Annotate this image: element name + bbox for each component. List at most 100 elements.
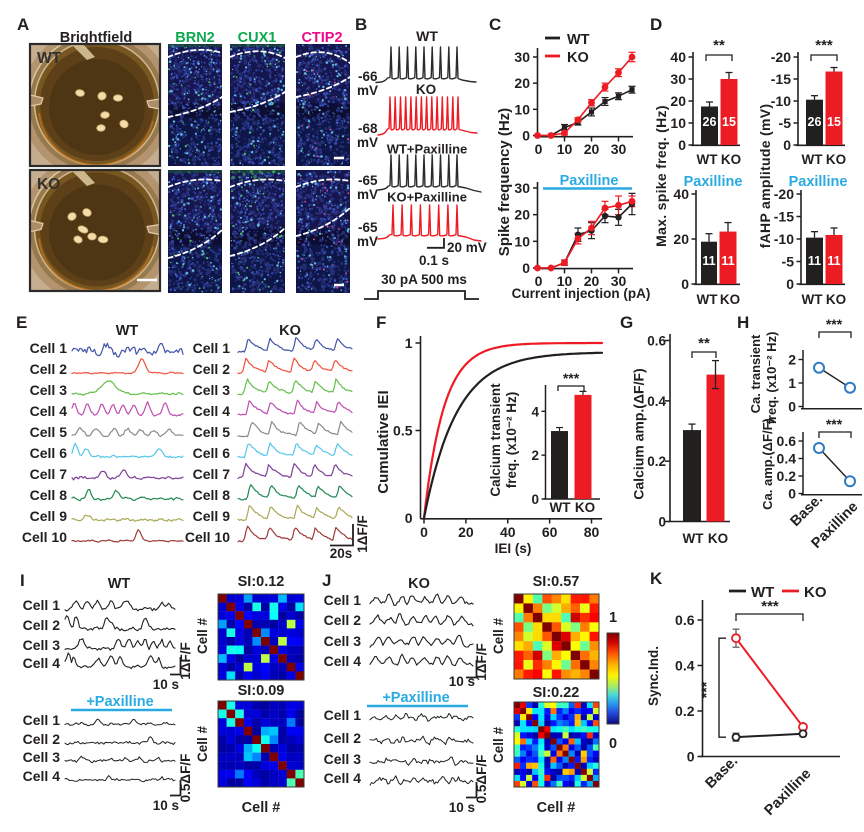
svg-text:26: 26 xyxy=(703,115,717,129)
svg-text:mV: mV xyxy=(357,187,378,202)
svg-text:Cell 1: Cell 1 xyxy=(23,712,61,728)
svg-text:Cell #: Cell # xyxy=(242,800,281,816)
svg-text:-10: -10 xyxy=(774,231,794,247)
svg-text:Cell 1: Cell 1 xyxy=(324,707,362,723)
svg-text:10 s: 10 s xyxy=(153,677,179,692)
svg-text:Cell #: Cell # xyxy=(195,726,210,763)
svg-text:0.2: 0.2 xyxy=(777,468,797,484)
svg-text:-5: -5 xyxy=(779,115,792,131)
svg-text:WT: WT xyxy=(697,292,719,307)
svg-text:0.2: 0.2 xyxy=(647,454,666,469)
svg-text:J: J xyxy=(322,571,331,590)
svg-text:Cell 10: Cell 10 xyxy=(22,529,67,545)
svg-text:Cell 2: Cell 2 xyxy=(324,612,362,628)
svg-text:1ΔF/F: 1ΔF/F xyxy=(474,643,489,680)
svg-text:Cell 4: Cell 4 xyxy=(30,403,68,419)
svg-text:Calcium amp.(ΔF/F): Calcium amp.(ΔF/F) xyxy=(631,368,647,499)
svg-text:***: *** xyxy=(815,37,833,54)
svg-text:Cell 8: Cell 8 xyxy=(193,487,231,503)
svg-text:WT: WT xyxy=(802,292,824,307)
svg-text:G: G xyxy=(620,313,633,332)
svg-text:Cell 2: Cell 2 xyxy=(23,731,61,747)
svg-text:Cell 5: Cell 5 xyxy=(30,424,68,440)
svg-text:10: 10 xyxy=(514,233,530,249)
svg-text:WT: WT xyxy=(550,500,572,515)
svg-text:A: A xyxy=(17,15,29,34)
svg-text:20: 20 xyxy=(514,75,530,91)
svg-text:**: ** xyxy=(698,335,710,352)
svg-text:0: 0 xyxy=(678,137,686,153)
svg-text:0.4: 0.4 xyxy=(647,394,666,409)
svg-text:Cell 3: Cell 3 xyxy=(23,637,61,653)
svg-text:D: D xyxy=(650,15,662,34)
svg-text:SI:0.12: SI:0.12 xyxy=(238,574,285,590)
svg-text:WT: WT xyxy=(697,152,719,167)
svg-text:I: I xyxy=(20,571,25,590)
svg-text:mV: mV xyxy=(357,135,378,150)
svg-text:0: 0 xyxy=(788,399,796,415)
svg-text:0.1 s: 0.1 s xyxy=(419,253,449,268)
svg-text:Cell 4: Cell 4 xyxy=(23,655,61,671)
svg-text:10 s: 10 s xyxy=(449,800,475,815)
svg-text:-15: -15 xyxy=(774,209,794,225)
svg-text:CTIP2: CTIP2 xyxy=(301,30,342,46)
svg-text:SI:0.09: SI:0.09 xyxy=(238,683,285,699)
svg-text:C: C xyxy=(489,15,501,34)
svg-text:Ca. transient: Ca. transient xyxy=(748,334,763,413)
svg-text:E: E xyxy=(16,313,27,332)
svg-text:freq. (x10⁻² Hz): freq. (x10⁻² Hz) xyxy=(764,332,779,425)
svg-text:Paxilline: Paxilline xyxy=(684,174,743,190)
svg-text:10 s: 10 s xyxy=(449,674,475,689)
svg-text:-65: -65 xyxy=(358,173,378,188)
svg-text:Cell 9: Cell 9 xyxy=(30,508,68,524)
svg-text:0: 0 xyxy=(535,273,543,289)
svg-text:Cell 9: Cell 9 xyxy=(193,508,231,524)
svg-text:0.5: 0.5 xyxy=(393,423,413,439)
svg-text:80: 80 xyxy=(584,524,600,540)
svg-text:Cell 6: Cell 6 xyxy=(193,445,231,461)
svg-text:30: 30 xyxy=(514,49,530,65)
svg-text:WT: WT xyxy=(116,323,139,339)
svg-text:11: 11 xyxy=(702,254,715,268)
svg-text:15: 15 xyxy=(722,115,736,129)
svg-text:60: 60 xyxy=(542,524,558,540)
svg-text:WT: WT xyxy=(683,531,705,546)
svg-text:0: 0 xyxy=(522,260,530,276)
svg-text:**: ** xyxy=(713,37,725,54)
svg-text:Cell 4: Cell 4 xyxy=(193,403,231,419)
svg-text:1: 1 xyxy=(405,335,413,351)
svg-text:30 pA 500 ms: 30 pA 500 ms xyxy=(381,272,467,287)
svg-text:10: 10 xyxy=(514,101,530,117)
svg-text:20: 20 xyxy=(458,524,474,540)
svg-text:Cell 2: Cell 2 xyxy=(23,617,61,633)
svg-text:0.4: 0.4 xyxy=(777,451,797,467)
svg-text:20: 20 xyxy=(673,231,689,247)
svg-text:Cell 3: Cell 3 xyxy=(193,382,231,398)
svg-text:Cell 1: Cell 1 xyxy=(324,592,362,608)
svg-text:KO: KO xyxy=(416,82,436,97)
svg-text:11: 11 xyxy=(721,254,734,268)
svg-text:11: 11 xyxy=(827,254,840,268)
svg-text:15: 15 xyxy=(827,115,841,129)
svg-text:2: 2 xyxy=(531,448,539,463)
svg-text:20s: 20s xyxy=(330,546,353,561)
svg-text:0: 0 xyxy=(531,492,539,507)
svg-text:WT: WT xyxy=(567,32,590,48)
svg-text:0: 0 xyxy=(420,524,428,540)
svg-text:WT: WT xyxy=(108,576,131,592)
svg-text:Cell 3: Cell 3 xyxy=(30,382,68,398)
svg-text:Cell 4: Cell 4 xyxy=(324,770,362,786)
svg-text:20 mV: 20 mV xyxy=(447,240,487,255)
svg-text:KO: KO xyxy=(720,292,740,307)
svg-text:1ΔF/F: 1ΔF/F xyxy=(178,642,193,679)
svg-text:WT: WT xyxy=(416,28,438,44)
svg-text:KO+Paxilline: KO+Paxilline xyxy=(387,190,467,205)
svg-text:Paxilline: Paxilline xyxy=(560,173,619,189)
svg-text:0: 0 xyxy=(681,276,689,292)
svg-text:Current injection (pA): Current injection (pA) xyxy=(512,286,651,301)
svg-text:0: 0 xyxy=(535,141,543,157)
svg-text:BRN2: BRN2 xyxy=(175,30,214,46)
svg-text:0.6: 0.6 xyxy=(777,433,797,449)
svg-text:0.5ΔF/F: 0.5ΔF/F xyxy=(178,754,193,803)
svg-text:10: 10 xyxy=(557,273,573,289)
